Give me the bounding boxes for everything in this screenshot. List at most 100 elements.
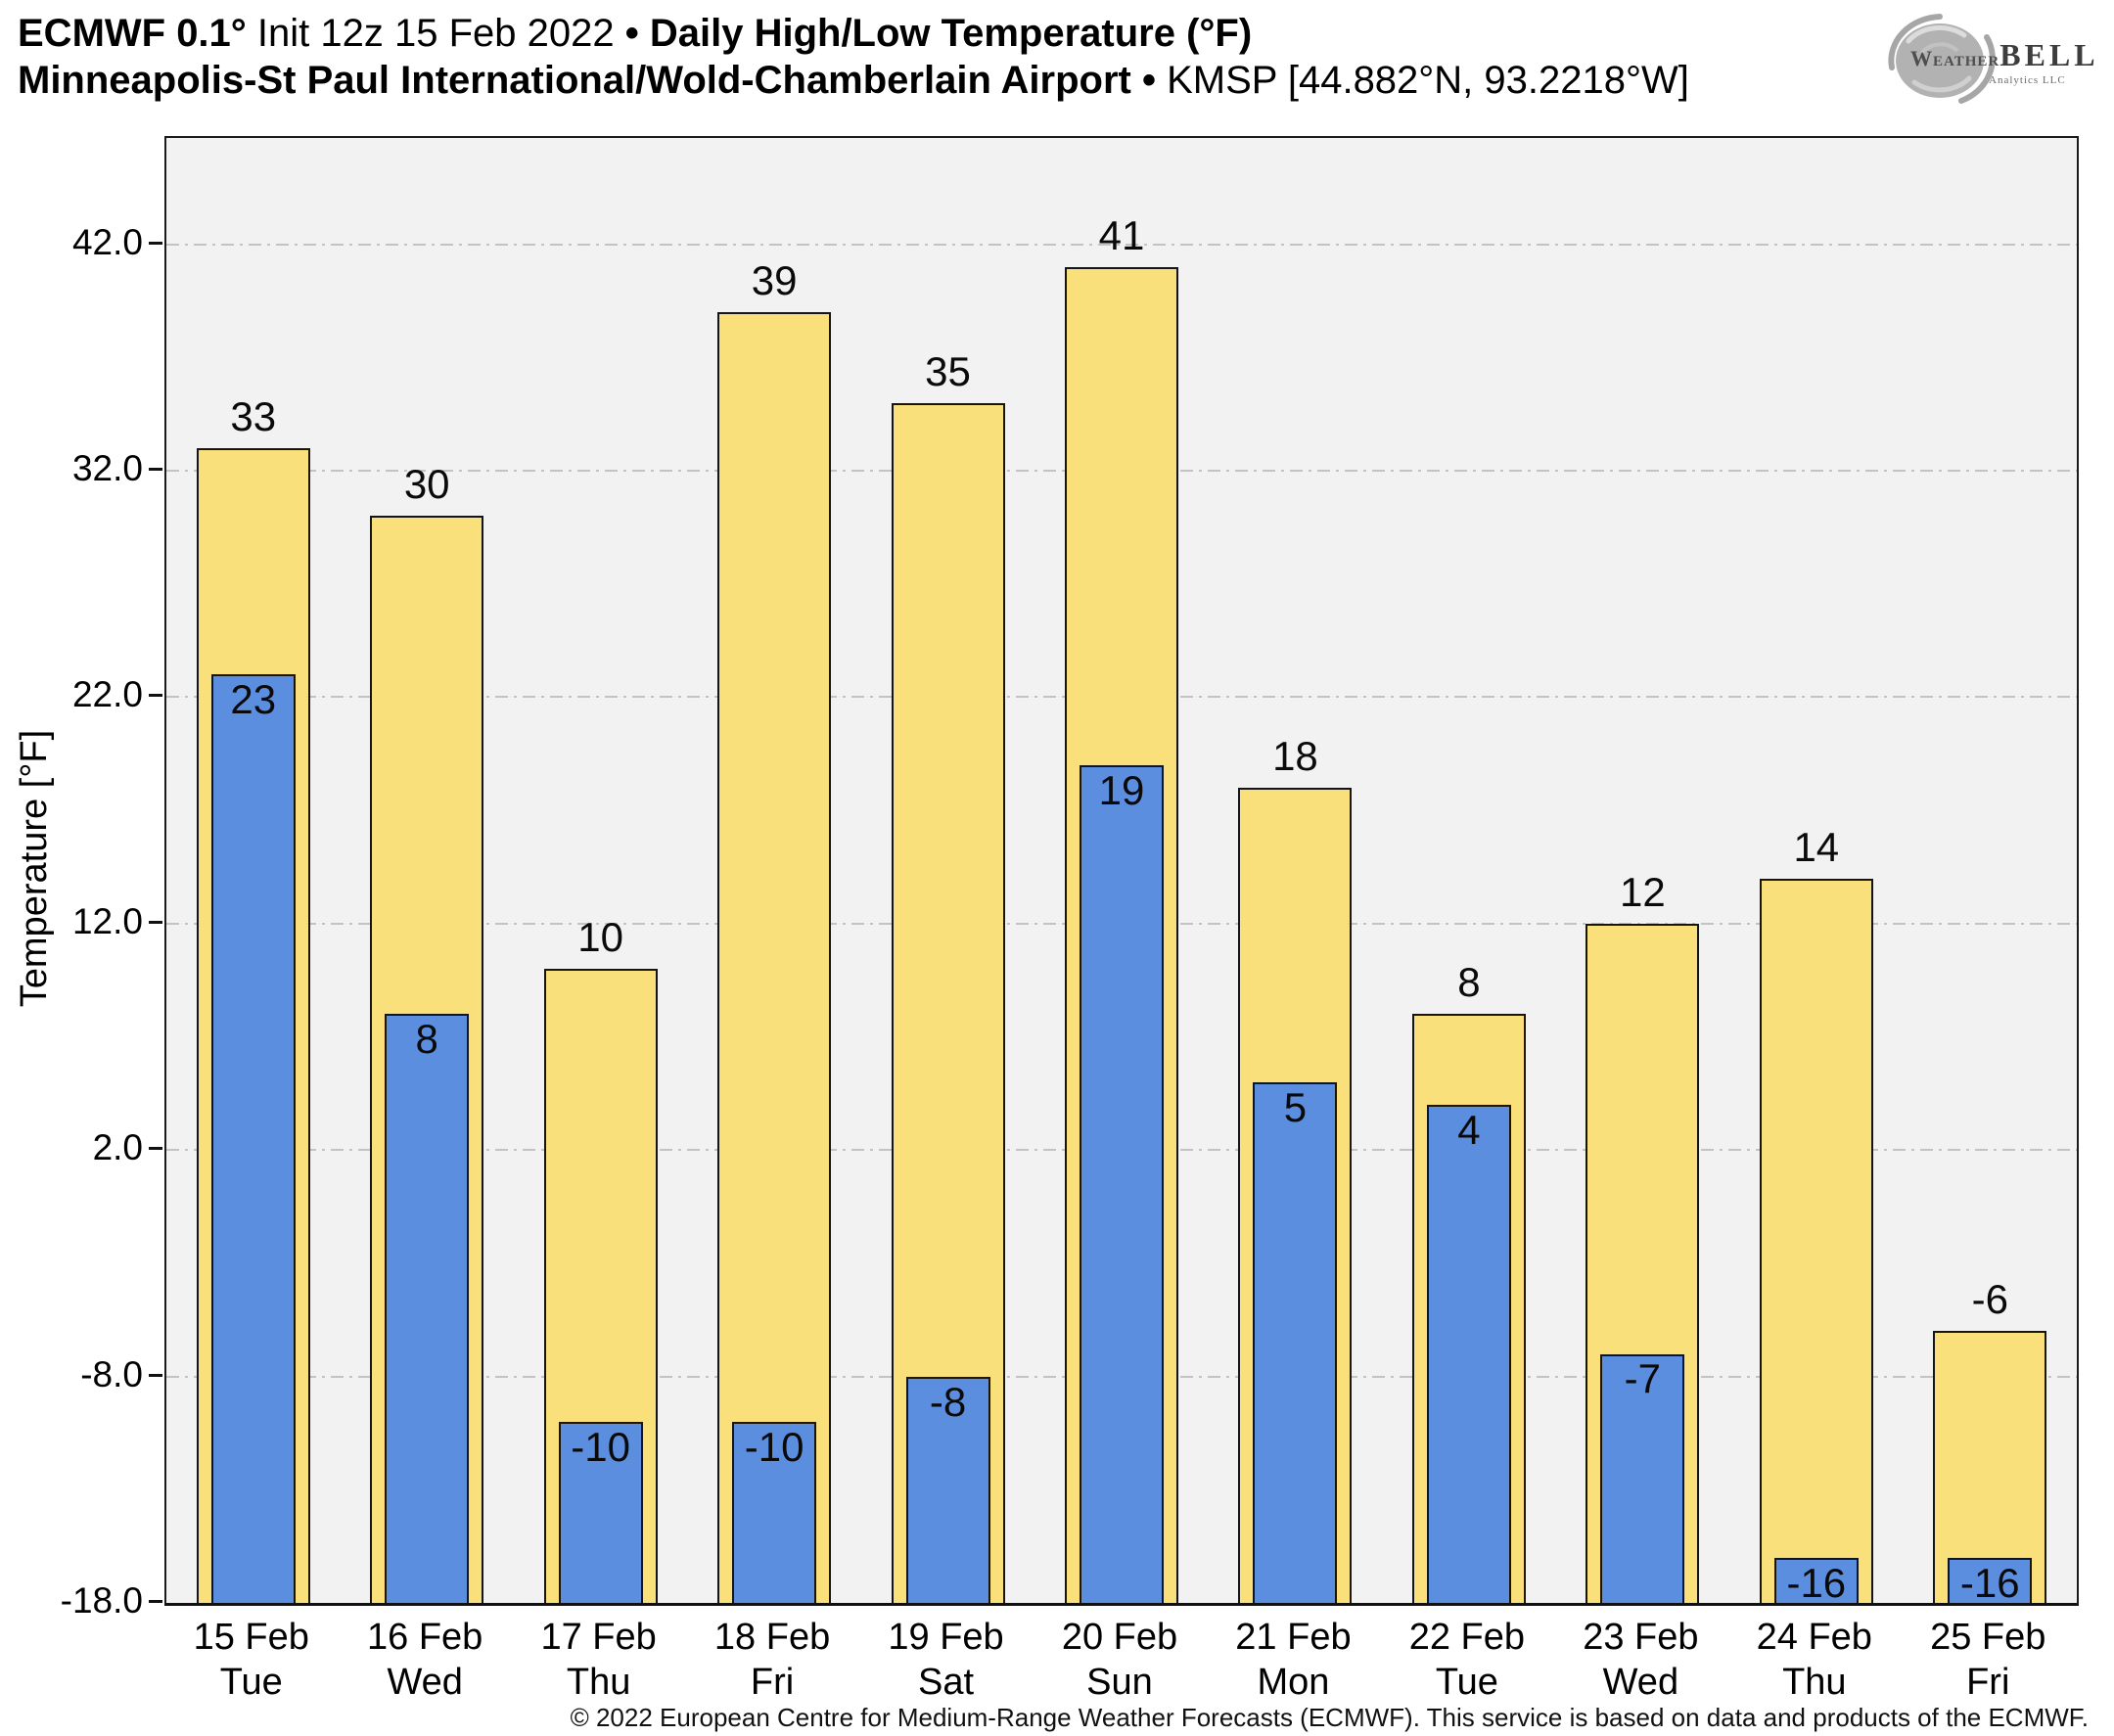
x-tick-label: 21 Feb Mon <box>1207 1615 1380 1705</box>
high-value-label: 33 <box>230 392 277 439</box>
x-tick-date: 23 Feb <box>1583 1617 1699 1658</box>
x-tick-weekday: Fri <box>750 1662 795 1703</box>
x-tick-label: 23 Feb Wed <box>1554 1615 1727 1705</box>
header: ECMWF 0.1° Init 12z 15 Feb 2022 • Daily … <box>18 10 1689 104</box>
low-bar <box>1600 1353 1685 1603</box>
y-tick-label: -18.0 <box>60 1580 143 1621</box>
title-separator: • <box>624 12 650 55</box>
low-value-label: -10 <box>744 1423 804 1470</box>
x-tick-label: 20 Feb Sun <box>1033 1615 1206 1705</box>
low-bar <box>732 1421 817 1603</box>
x-tick-date: 17 Feb <box>540 1617 657 1658</box>
y-tick-label: 22.0 <box>71 674 143 715</box>
x-tick-weekday: Wed <box>1602 1662 1679 1703</box>
x-tick-label: 25 Feb Fri <box>1902 1615 2075 1705</box>
x-tick-weekday: Wed <box>387 1662 463 1703</box>
y-tick-mark <box>149 468 162 472</box>
low-bar <box>1948 1557 2033 1603</box>
hurricane-swirl-icon <box>1888 14 1996 104</box>
high-value-label: 12 <box>1619 868 1666 915</box>
high-bar <box>1759 878 1873 1603</box>
x-tick-date: 24 Feb <box>1756 1617 1872 1658</box>
page-title-line2: Minneapolis-St Paul International/Wold-C… <box>18 57 1689 104</box>
x-tick-date: 16 Feb <box>367 1617 483 1658</box>
high-value-label: -6 <box>1971 1276 2008 1323</box>
low-value-label: -10 <box>571 1423 630 1470</box>
x-tick-label: 19 Feb Sat <box>859 1615 1033 1705</box>
high-value-label: 10 <box>577 914 623 961</box>
bar-group: -6 -16 <box>1904 138 2077 1606</box>
logo-word-weather: Weather <box>1910 46 2000 70</box>
x-tick-date: 15 Feb <box>193 1617 309 1658</box>
low-bar <box>1079 764 1164 1603</box>
low-value-label: 19 <box>1098 766 1145 813</box>
y-tick-label: 12.0 <box>71 900 143 941</box>
title-separator2: • <box>1141 59 1168 102</box>
low-value-label: 4 <box>1457 1106 1481 1153</box>
low-bar <box>1773 1557 1859 1603</box>
y-tick-label: 32.0 <box>71 448 143 489</box>
high-bar <box>1933 1331 2047 1603</box>
low-bar <box>558 1421 643 1603</box>
title-init-time: Init 12z 15 Feb 2022 <box>246 12 625 55</box>
x-tick-weekday: Thu <box>1782 1662 1847 1703</box>
title-metric: Daily High/Low Temperature (°F) <box>649 12 1253 55</box>
bar-group: 35 -8 <box>861 138 1034 1603</box>
y-tick-mark <box>149 694 162 698</box>
x-tick-label: 24 Feb Thu <box>1727 1615 1901 1705</box>
low-bar <box>1253 1081 1338 1603</box>
x-tick-weekday: Fri <box>1966 1662 2010 1703</box>
y-tick-mark <box>149 1147 162 1151</box>
x-tick-weekday: Tue <box>1435 1662 1498 1703</box>
high-value-label: 14 <box>1793 823 1840 870</box>
y-tick-mark <box>149 1600 162 1603</box>
y-tick-label: 2.0 <box>92 1127 143 1168</box>
plot-area: 33 23 30 8 10 -10 39 -10 35 -8 41 19 18 5 8 4 12 -7 14 -16-… <box>164 136 2079 1606</box>
low-bar <box>210 674 296 1603</box>
x-tick-label: 16 Feb Wed <box>338 1615 511 1705</box>
x-tick-date: 21 Feb <box>1235 1617 1352 1658</box>
low-value-label: -7 <box>1624 1355 1662 1402</box>
x-tick-label: 22 Feb Tue <box>1380 1615 1553 1705</box>
y-tick-mark <box>149 920 162 924</box>
low-value-label: -8 <box>929 1378 967 1425</box>
copyright-note: © 2022 European Centre for Medium-Range … <box>570 1703 2089 1732</box>
high-bar <box>717 312 832 1603</box>
bar-group: 30 8 <box>340 138 513 1603</box>
x-tick-weekday: Mon <box>1257 1662 1330 1703</box>
title-station-id: KMSP [44.882°N, 93.2218°W] <box>1167 59 1689 102</box>
high-value-label: 18 <box>1272 733 1318 780</box>
x-tick-weekday: Tue <box>219 1662 283 1703</box>
low-value-label: 5 <box>1283 1083 1308 1130</box>
low-bar <box>1426 1104 1511 1603</box>
low-value-label: 8 <box>415 1016 438 1063</box>
x-tick-date: 18 Feb <box>713 1617 831 1658</box>
y-tick-label: 42.0 <box>71 221 143 262</box>
title-product: ECMWF 0.1° <box>18 12 247 55</box>
y-axis-title: Temperature [°F] <box>14 729 56 1008</box>
x-tick-label: 18 Feb Fri <box>685 1615 858 1705</box>
low-bar <box>905 1376 990 1603</box>
high-value-label: 35 <box>925 347 971 394</box>
logo-wordmark: WeatherBELL <box>1910 37 2099 73</box>
bar-group: 18 5 <box>1209 138 1382 1603</box>
x-tick-weekday: Thu <box>566 1662 631 1703</box>
x-tick-date: 25 Feb <box>1930 1617 2046 1658</box>
x-tick-label: 15 Feb Tue <box>164 1615 338 1705</box>
title-station: Minneapolis-St Paul International/Wold-C… <box>18 59 1142 102</box>
y-tick-mark <box>149 241 162 245</box>
logo-tagline: Analytics LLC <box>1989 74 2066 86</box>
low-value-label: -16 <box>1959 1559 2020 1606</box>
x-tick-date: 19 Feb <box>888 1617 1004 1658</box>
high-value-label: 30 <box>403 461 450 508</box>
high-value-label: 8 <box>1457 959 1481 1006</box>
y-tick-mark <box>149 1373 162 1377</box>
bar-group: 39 -10 <box>687 138 860 1603</box>
low-bar <box>385 1014 470 1603</box>
x-tick-date: 22 Feb <box>1408 1617 1526 1658</box>
bar-group: 12 -7 <box>1556 138 1729 1603</box>
bar-group: 10 -10 <box>514 138 687 1603</box>
bar-group: 33 23 <box>166 138 340 1603</box>
weatherbell-logo: WeatherBELL Analytics LLC <box>1871 4 2106 116</box>
